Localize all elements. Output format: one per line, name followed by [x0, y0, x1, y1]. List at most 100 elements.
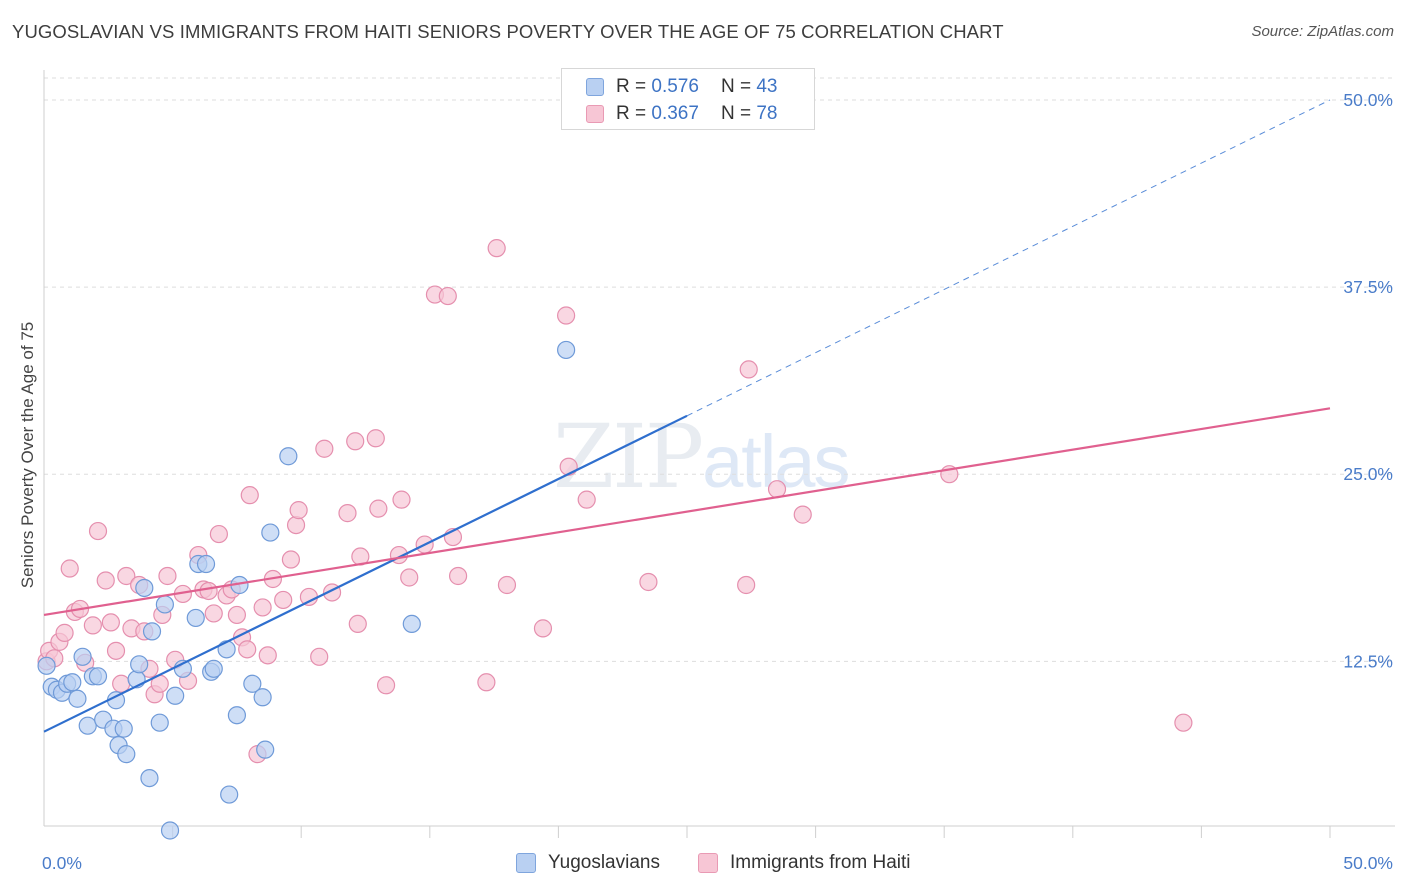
haiti-point: [310, 647, 329, 666]
haiti-point: [369, 499, 388, 518]
trend-lines: [43, 99, 1331, 733]
watermark: ZIPatlas: [553, 405, 850, 508]
yugoslavians-point: [256, 740, 275, 759]
yugoslavians-point: [217, 640, 236, 659]
haiti-point: [577, 490, 596, 509]
haiti-point: [793, 505, 812, 524]
n-value: 78: [756, 103, 778, 124]
haiti-point: [55, 623, 74, 642]
trend-line-yugoslavians-extension: [686, 99, 1331, 417]
yugoslavians-point: [68, 689, 87, 708]
correlation-legend: R = 0.576 N = 43 R = 0.367 N = 78: [561, 68, 815, 130]
yugoslavians-point: [402, 614, 421, 634]
haiti-point: [289, 501, 308, 520]
series-legend: Yugoslavians Immigrants from Haiti: [0, 852, 1406, 878]
r-label: R =: [616, 76, 647, 97]
haiti-point: [299, 587, 319, 607]
haiti-point: [557, 306, 576, 325]
yugoslavians-point: [220, 785, 239, 804]
haiti-point: [366, 429, 385, 448]
haiti-point: [199, 581, 218, 601]
haiti-point: [281, 550, 301, 569]
haiti-point: [497, 575, 517, 595]
haiti-point: [117, 566, 136, 586]
haiti-point: [258, 646, 277, 665]
yugoslavians-point: [130, 655, 149, 674]
n-label: N =: [720, 76, 752, 97]
yugoslavians-point: [135, 578, 154, 598]
series-yugoslavians-points: [37, 340, 576, 840]
haiti-point: [238, 640, 257, 659]
n-value: 43: [756, 76, 778, 97]
haiti-point: [448, 566, 468, 586]
y-tick-label: 50.0%: [1343, 90, 1393, 110]
haiti-point: [96, 571, 115, 590]
haiti-point: [83, 616, 102, 635]
haiti-point: [392, 490, 411, 509]
haiti-point: [204, 604, 223, 623]
haiti-point: [227, 605, 246, 625]
chart-title: YUGOSLAVIAN VS IMMIGRANTS FROM HAITI SEN…: [12, 21, 1004, 42]
haiti-point: [487, 239, 506, 258]
yugoslavians-point: [160, 821, 180, 840]
haiti-point: [559, 457, 578, 476]
haiti-point: [286, 515, 306, 535]
haiti-point: [639, 572, 658, 592]
haiti-point: [88, 521, 108, 541]
source-label: Source: ZipAtlas.com: [1251, 23, 1394, 40]
legend-swatch-pink: [698, 853, 718, 873]
yugoslavians-point: [253, 688, 272, 707]
haiti-point: [209, 524, 228, 544]
haiti-point: [1174, 713, 1193, 732]
yugoslavians-point: [166, 686, 185, 705]
legend-row-haiti: R = 0.367 N = 78: [586, 102, 777, 126]
haiti-point: [376, 676, 396, 695]
haiti-point: [739, 360, 758, 379]
yugoslavians-point: [196, 554, 216, 574]
y-tick-label: 12.5%: [1343, 651, 1393, 671]
yugoslavians-point: [114, 719, 133, 738]
legend-label-haiti: Immigrants from Haiti: [730, 852, 911, 873]
yugoslavians-point: [142, 622, 162, 641]
yugoslavians-point: [117, 745, 136, 764]
haiti-point: [338, 504, 357, 523]
yugoslavians-point: [261, 523, 280, 542]
trend-line-haiti: [43, 407, 1331, 617]
n-label: N =: [720, 103, 752, 124]
r-value: 0.367: [651, 103, 699, 124]
haiti-point: [101, 613, 120, 632]
yugoslavians-point: [204, 659, 223, 678]
haiti-point: [438, 286, 457, 306]
y-tick-label: 25.0%: [1343, 464, 1393, 484]
x-tick-label: 0.0%: [42, 853, 82, 873]
tick-labels: 12.5% 25.0% 37.5% 50.0% 0.0% 50.0%: [42, 90, 1393, 873]
haiti-point: [477, 673, 496, 692]
grid-lines: [44, 77, 1395, 662]
legend-item-yugoslavians: Yugoslavians: [516, 852, 660, 874]
legend-item-haiti: Immigrants from Haiti: [698, 852, 911, 874]
yugoslavians-point: [557, 340, 576, 360]
yugoslavians-point: [88, 667, 108, 686]
haiti-point: [106, 641, 126, 660]
trend-line-yugoslavians: [43, 414, 688, 733]
r-label: R =: [616, 103, 647, 124]
haiti-point: [253, 598, 272, 617]
legend-label-yugoslavians: Yugoslavians: [548, 852, 660, 873]
yugoslavians-point: [37, 656, 56, 675]
haiti-point: [533, 619, 553, 638]
yugoslavians-point: [279, 447, 298, 466]
haiti-point: [346, 432, 365, 451]
yugoslavians-point: [63, 673, 82, 692]
haiti-point: [348, 614, 367, 634]
legend-swatch-blue: [586, 78, 604, 96]
watermark-zip: ZIP: [553, 405, 704, 508]
x-tick-label: 50.0%: [1343, 853, 1393, 873]
haiti-point: [737, 575, 756, 595]
series-haiti-points: [37, 239, 1193, 764]
axes: [43, 70, 1395, 838]
legend-swatch-pink: [586, 105, 604, 123]
legend-swatch-blue: [516, 853, 536, 873]
y-tick-label: 37.5%: [1343, 277, 1393, 297]
haiti-point: [158, 566, 177, 586]
